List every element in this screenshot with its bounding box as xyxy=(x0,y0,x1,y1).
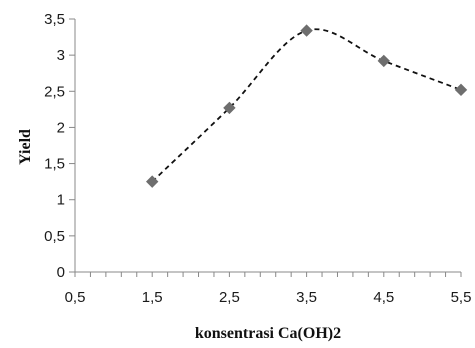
x-tick-label: 1,5 xyxy=(142,289,163,306)
series-line xyxy=(151,28,462,183)
y-tick-label: 3 xyxy=(57,47,65,64)
y-axis-ticks: 0 0,5 1 1,5 2 2,5 3 3,5 xyxy=(44,11,75,281)
x-tick-label: 2,5 xyxy=(219,289,240,306)
x-tick-label: 5,5 xyxy=(451,289,472,306)
x-tick-label: 0,5 xyxy=(65,289,86,306)
data-points xyxy=(145,24,468,188)
y-tick-label: 2,5 xyxy=(44,83,65,100)
data-point-marker xyxy=(223,101,236,115)
y-axis-title: Yield xyxy=(17,129,34,165)
data-point-marker xyxy=(454,83,468,97)
x-tick-label: 3,5 xyxy=(296,289,317,306)
data-point-marker xyxy=(145,175,159,188)
data-point-marker xyxy=(377,54,391,68)
data-point-marker xyxy=(300,24,313,37)
x-axis-ticks: 0,5 1,5 2,5 3,5 4,5 5,5 xyxy=(65,272,472,306)
y-tick-label: 1 xyxy=(57,192,65,209)
y-tick-label: 1,5 xyxy=(44,156,65,173)
x-tick-label: 4,5 xyxy=(373,289,394,306)
y-tick-label: 3,5 xyxy=(44,11,65,28)
x-axis-title: konsentrasi Ca(OH)2 xyxy=(195,325,341,342)
y-tick-label: 2 xyxy=(57,119,65,136)
y-tick-label: 0 xyxy=(57,264,65,281)
y-tick-label: 0,5 xyxy=(44,228,65,245)
